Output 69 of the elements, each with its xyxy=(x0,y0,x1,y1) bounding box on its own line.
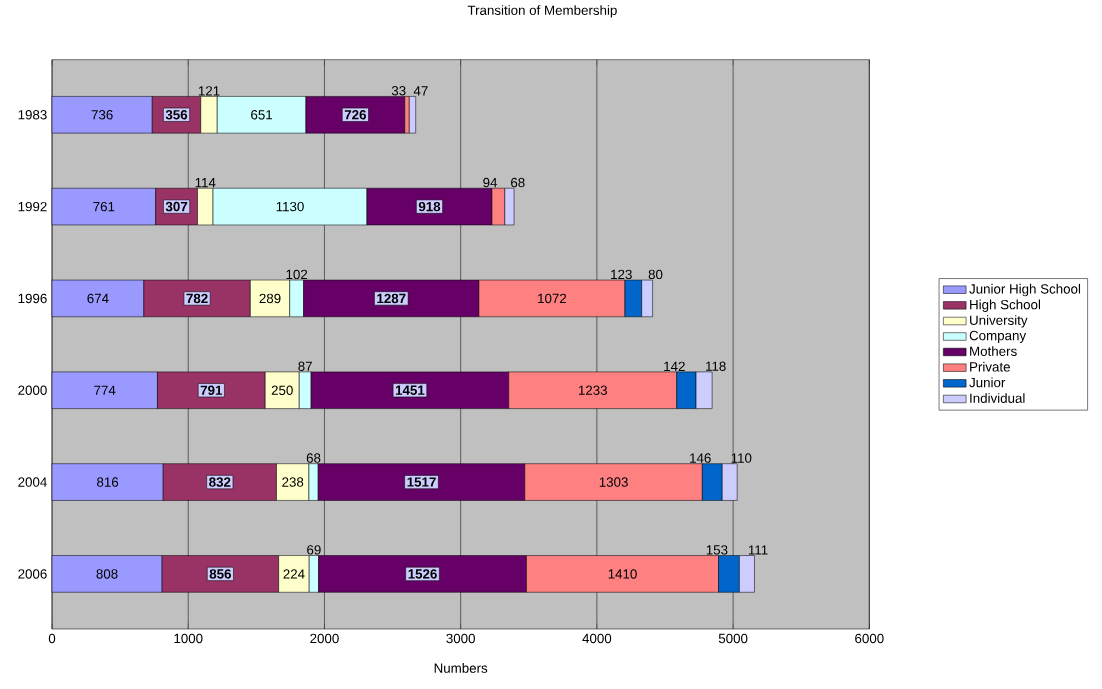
data-label: 146 xyxy=(690,453,711,463)
data-label: 123 xyxy=(611,269,632,280)
legend-label: Junior xyxy=(969,377,1006,388)
data-label: 307 xyxy=(165,201,188,212)
x-axis-title: Numbers xyxy=(434,663,488,673)
data-label: 118 xyxy=(706,361,726,371)
x-tick-label: 4000 xyxy=(582,633,612,644)
y-tick-label: 1996 xyxy=(18,293,47,304)
x-tick-label: 2000 xyxy=(310,633,339,644)
data-label: 1233 xyxy=(578,385,607,395)
y-tick-label: 1992 xyxy=(18,201,47,212)
x-tick-label: 0 xyxy=(48,633,56,644)
y-tick-label: 2000 xyxy=(18,385,47,395)
x-tick-label: 5000 xyxy=(718,633,748,644)
x-tick-label: 3000 xyxy=(446,633,475,644)
data-label: 94 xyxy=(483,177,498,188)
data-label: 1526 xyxy=(408,569,437,579)
data-label: 114 xyxy=(195,178,216,188)
data-label: 356 xyxy=(165,110,188,120)
data-label: 111 xyxy=(748,545,768,555)
data-label: 832 xyxy=(209,477,231,487)
data-label: 110 xyxy=(731,453,752,463)
data-label: 250 xyxy=(271,385,293,395)
data-label: 47 xyxy=(413,86,428,96)
data-label: 142 xyxy=(664,361,685,371)
data-label: 856 xyxy=(209,569,232,579)
y-tick-label: 2006 xyxy=(18,569,47,579)
data-label: 918 xyxy=(418,201,441,212)
x-tick-label: 1000 xyxy=(174,633,203,644)
legend-label: Individual xyxy=(970,393,1025,403)
data-label: 651 xyxy=(251,110,273,120)
data-label: 1517 xyxy=(407,477,436,487)
data-label: 153 xyxy=(706,545,728,555)
data-label: 102 xyxy=(286,269,308,280)
data-label: 774 xyxy=(94,385,116,395)
x-tick-label: 6000 xyxy=(855,633,884,644)
data-label: 289 xyxy=(259,293,281,304)
legend-label: Private xyxy=(970,361,1010,372)
y-tick-label: 1983 xyxy=(18,110,47,120)
data-label: 736 xyxy=(91,110,113,120)
y-tick-label: 2004 xyxy=(18,477,47,487)
data-label: 1410 xyxy=(608,569,637,579)
legend-label: High School xyxy=(970,299,1041,312)
data-label: 33 xyxy=(391,86,406,96)
data-label: 1130 xyxy=(276,201,304,212)
chart-title: Transition of Membership xyxy=(467,5,617,18)
data-label: 674 xyxy=(87,293,109,304)
data-label: 726 xyxy=(344,110,367,120)
data-label: 791 xyxy=(200,385,223,395)
data-label: 68 xyxy=(306,453,321,463)
data-label: 69 xyxy=(307,545,321,555)
data-label: 1303 xyxy=(599,477,628,487)
data-label: 1451 xyxy=(395,385,425,395)
data-label: 121 xyxy=(198,86,220,96)
data-label: 87 xyxy=(298,361,312,371)
data-label: 224 xyxy=(283,569,305,579)
legend-label: University xyxy=(970,315,1028,328)
legend-label: Junior High School xyxy=(969,283,1081,297)
data-label: 782 xyxy=(186,293,208,304)
data-label: 238 xyxy=(282,477,304,487)
data-label: 816 xyxy=(97,477,119,487)
data-label: 808 xyxy=(96,569,118,579)
data-label: 761 xyxy=(93,201,115,212)
data-label: 80 xyxy=(648,269,663,280)
data-label: 1287 xyxy=(377,293,406,304)
legend-label: Company xyxy=(969,330,1027,343)
data-label: 1072 xyxy=(538,293,567,304)
data-label: 68 xyxy=(511,177,525,188)
legend-label: Mothers xyxy=(970,346,1017,356)
